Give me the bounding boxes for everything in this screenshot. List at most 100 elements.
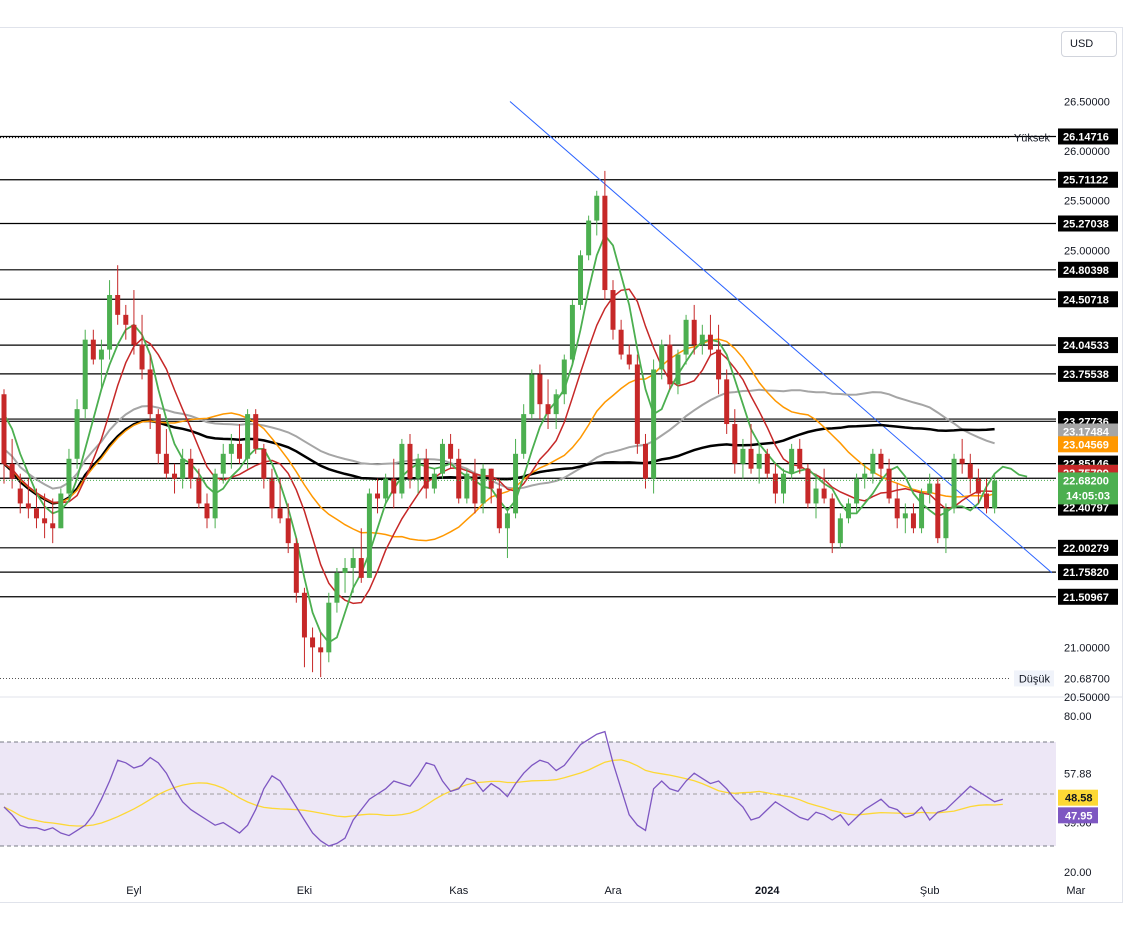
candle-body <box>894 498 900 519</box>
candle-body <box>748 448 754 469</box>
trendline <box>509 101 1053 574</box>
candle <box>66 448 72 499</box>
low-value: 20.68700 <box>1064 673 1110 685</box>
candle-body <box>472 473 478 504</box>
candle <box>984 478 990 514</box>
candle-body <box>58 493 64 529</box>
candle <box>180 448 186 489</box>
candle-body <box>82 339 88 410</box>
candle-body <box>277 508 283 519</box>
rsi-tag-label: 47.95 <box>1065 810 1093 822</box>
rsi-ma-tag-label: 48.58 <box>1065 793 1093 805</box>
candle <box>553 389 559 429</box>
candle-body <box>764 453 770 474</box>
candle <box>391 458 397 509</box>
candle <box>578 250 584 310</box>
candle-body <box>439 443 445 474</box>
candle <box>115 265 121 325</box>
price-tick-label: 26.50000 <box>1064 96 1110 108</box>
candle <box>829 493 835 554</box>
x-axis-label: Eki <box>297 885 312 897</box>
candle-body <box>740 448 746 464</box>
candle-body <box>269 478 275 509</box>
candle <box>756 443 762 484</box>
candle <box>683 314 689 365</box>
candle <box>967 453 973 494</box>
candle-body <box>196 478 202 504</box>
candle <box>383 473 389 504</box>
candle-body <box>659 344 665 370</box>
price-tick-label: 20.50000 <box>1064 692 1110 704</box>
indicator-tag-label: 23.17484 <box>1063 426 1110 438</box>
level-tag-label: 22.00279 <box>1063 543 1109 555</box>
candle <box>366 488 372 578</box>
low-label: Düşük <box>1019 673 1051 685</box>
candle-body <box>561 359 567 395</box>
candle-body <box>578 255 584 305</box>
candles <box>1 170 998 678</box>
candle <box>155 409 161 464</box>
candle <box>545 379 551 429</box>
candle <box>586 215 592 261</box>
rsi-ma-line <box>3 759 1003 827</box>
candle <box>837 513 843 549</box>
candle <box>277 478 283 524</box>
candle <box>529 369 535 420</box>
candle <box>245 409 251 469</box>
candle-body <box>797 448 803 469</box>
candle-body <box>521 414 527 454</box>
candle-body <box>667 344 673 385</box>
candle <box>82 329 88 420</box>
candle <box>228 433 234 469</box>
candle <box>537 364 543 420</box>
candle-body <box>569 304 575 360</box>
candle-body <box>610 290 616 330</box>
level-tag-label: 24.50718 <box>1063 294 1109 306</box>
candle <box>431 468 437 494</box>
candle-body <box>854 478 860 504</box>
candle-body <box>594 195 600 221</box>
candle <box>480 463 486 514</box>
candle <box>25 478 31 519</box>
candle <box>399 438 405 499</box>
currency-button[interactable]: USD <box>1061 31 1117 57</box>
x-axis-label: 2024 <box>755 885 780 897</box>
candle-body <box>821 488 827 499</box>
low-label-bg <box>1014 670 1054 687</box>
candle <box>870 448 876 484</box>
candle-body <box>959 458 965 464</box>
level-tag-label: 25.27038 <box>1063 218 1109 230</box>
candle <box>626 344 632 370</box>
candle-body <box>66 458 72 494</box>
candle-body <box>42 518 48 524</box>
candle <box>310 627 316 673</box>
candle-body <box>602 195 608 291</box>
candle-body <box>107 295 113 350</box>
candle <box>878 448 884 479</box>
candle <box>902 503 908 534</box>
candle-body <box>707 334 713 350</box>
candle <box>172 463 178 494</box>
candle <box>464 468 470 504</box>
candle-body <box>716 349 722 380</box>
candle <box>740 438 746 479</box>
candle-body <box>163 453 169 474</box>
candle-body <box>423 458 429 489</box>
candle-body <box>1 394 7 464</box>
candle <box>285 503 291 554</box>
candle-body <box>951 458 957 509</box>
level-tag <box>1058 261 1118 278</box>
rsi-tag <box>1058 807 1098 824</box>
level-tag <box>1058 215 1118 232</box>
candle-body <box>326 602 332 653</box>
candle <box>439 438 445 479</box>
candle-body <box>910 513 916 529</box>
candle-body <box>975 478 981 494</box>
indicator-tag <box>1058 436 1118 453</box>
candle <box>919 488 925 534</box>
candle <box>707 314 713 355</box>
candle <box>675 349 681 395</box>
candle <box>236 424 242 464</box>
candle <box>764 448 770 479</box>
